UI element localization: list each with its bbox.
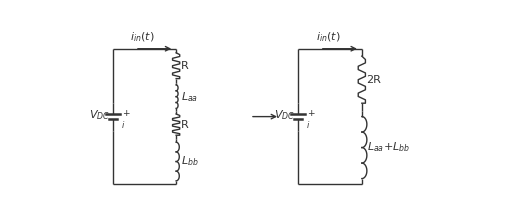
Text: $L_{bb}$: $L_{bb}$: [181, 155, 199, 168]
Text: 2R: 2R: [366, 75, 381, 85]
Text: R: R: [181, 120, 189, 130]
Text: i: i: [122, 121, 124, 130]
Text: +: +: [122, 109, 129, 118]
Text: $V_{DC}$: $V_{DC}$: [274, 108, 295, 122]
Text: $V_{DC}$: $V_{DC}$: [89, 108, 110, 122]
Text: $i_{in}(t)$: $i_{in}(t)$: [316, 30, 340, 44]
Text: +: +: [307, 109, 314, 118]
Text: $i_{in}(t)$: $i_{in}(t)$: [130, 30, 155, 44]
Text: $L_{aa}$+$L_{bb}$: $L_{aa}$+$L_{bb}$: [366, 141, 409, 155]
Text: R: R: [181, 61, 189, 71]
Text: i: i: [307, 121, 309, 130]
Text: $L_{aa}$: $L_{aa}$: [181, 90, 198, 103]
